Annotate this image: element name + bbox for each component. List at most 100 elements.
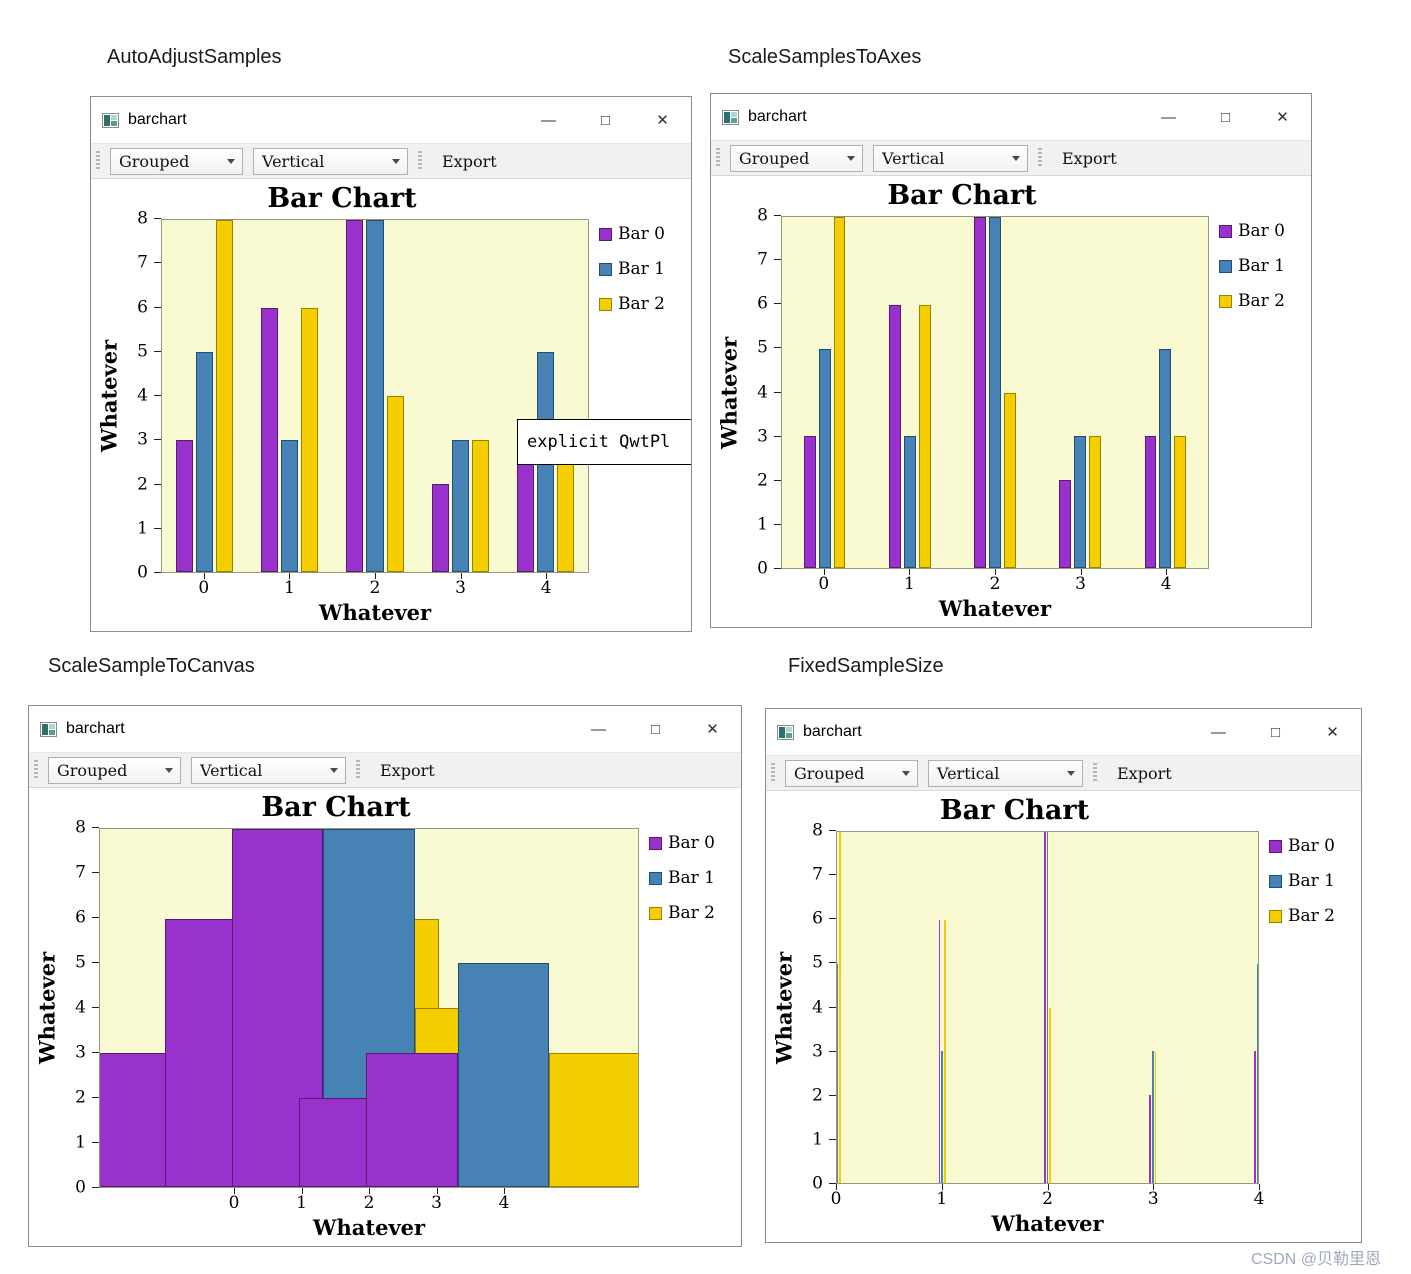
legend-item[interactable]: Bar 0 [649,833,735,853]
maximize-button[interactable]: □ [600,111,611,129]
plot-canvas[interactable] [161,219,589,573]
bar [974,217,987,568]
toolbar-handle[interactable] [34,760,38,780]
y-tick-mark [154,350,161,352]
legend-item[interactable]: Bar 2 [1269,906,1355,926]
orientation-value: Vertical [262,151,325,171]
legend-item[interactable]: Bar 1 [1269,871,1355,891]
csdn-watermark: CSDN @贝勒里恩 [1250,1251,1381,1268]
bar [1003,392,1016,568]
x-tick-mark [234,1188,235,1194]
y-tick-label: 3 [137,429,148,450]
close-button[interactable]: ✕ [656,112,669,129]
legend-item[interactable]: Bar 2 [649,903,735,923]
orientation-select[interactable]: Vertical [253,147,408,175]
y-tick-label: 4 [75,997,86,1018]
x-tick-label: 0 [228,1193,240,1213]
legend-item[interactable]: Bar 2 [599,294,685,314]
close-button[interactable]: ✕ [1276,109,1289,126]
bar [176,440,194,572]
y-axis-label: Whatever [34,951,60,1065]
toolbar-handle[interactable] [716,148,720,168]
layout-mode-select[interactable]: Grouped [110,147,243,175]
export-button[interactable]: Export [442,151,497,171]
y-axis-ticks: 0 1 2 3 4 5 6 7 8 [798,822,836,1192]
plot-canvas[interactable] [99,828,639,1188]
x-tick-mark [301,1188,303,1194]
minimize-button[interactable]: — [591,720,606,738]
toolbar-handle[interactable] [96,151,100,171]
legend-item[interactable]: Bar 0 [1269,836,1355,856]
close-button[interactable]: ✕ [706,721,719,738]
layout-mode-value: Grouped [739,148,810,168]
bar [1144,436,1157,568]
layout-mode-value: Grouped [57,760,128,780]
legend-item[interactable]: Bar 0 [599,224,685,244]
layout-mode-select[interactable]: Grouped [730,144,863,172]
toolbar-handle[interactable] [1038,148,1042,168]
y-tick-mark [774,391,781,393]
maximize-button[interactable]: □ [1220,108,1231,126]
y-tick-label: 1 [812,1129,823,1150]
export-button[interactable]: Export [380,760,435,780]
y-tick-label: 3 [812,1041,823,1062]
toolbar-handle[interactable] [356,760,360,780]
y-tick-label: 2 [137,474,148,494]
legend-item[interactable]: Bar 1 [1219,256,1305,276]
x-tick-label: 4 [498,1193,510,1213]
tooltip: explicit QwtPl [517,419,691,465]
legend-label: Bar 1 [1288,871,1335,891]
legend-item[interactable]: Bar 1 [649,868,735,888]
orientation-select[interactable]: Vertical [873,144,1028,172]
title-bar[interactable]: barchart — □ ✕ [29,706,741,752]
x-tick-mark [995,569,996,575]
export-button[interactable]: Export [1062,148,1117,168]
minimize-button[interactable]: — [541,111,556,129]
close-button[interactable]: ✕ [1326,724,1339,741]
y-tick-mark [154,527,161,529]
legend-swatch-icon [1269,909,1282,923]
bar [941,1051,944,1183]
plot-canvas[interactable] [781,216,1209,569]
y-tick-mark [829,918,836,920]
minimize-button[interactable]: — [1211,723,1226,741]
orientation-value: Vertical [937,763,1000,783]
toolbar-handle[interactable] [771,763,775,783]
x-tick-label: 3 [1147,1189,1159,1209]
maximize-button[interactable]: □ [1270,723,1281,741]
y-tick-mark [154,306,161,308]
legend-item[interactable]: Bar 0 [1219,221,1305,241]
title-bar[interactable]: barchart — □ ✕ [91,97,691,143]
title-bar[interactable]: barchart — □ ✕ [711,94,1311,140]
x-tick-mark [203,573,205,579]
legend: Bar 0 Bar 1 Bar 2 [1209,216,1305,326]
orientation-select[interactable]: Vertical [191,756,346,784]
legend-item[interactable]: Bar 2 [1219,291,1305,311]
maximize-button[interactable]: □ [650,720,661,738]
y-tick-mark [154,218,161,219]
title-bar[interactable]: barchart — □ ✕ [766,709,1361,755]
chart-title: Bar Chart [267,183,417,214]
toolbar-handle[interactable] [1093,763,1097,783]
orientation-select[interactable]: Vertical [928,759,1083,787]
legend: Bar 0 Bar 1 Bar 2 [1259,831,1355,941]
y-tick-label: 5 [137,341,148,362]
y-tick-mark [92,962,99,963]
window-autoadjustsamples: barchart — □ ✕ Grouped Vertical Export B… [90,96,692,632]
legend-label: Bar 0 [1288,836,1335,856]
export-button[interactable]: Export [1117,763,1172,783]
x-tick-mark [836,1184,837,1190]
minimize-button[interactable]: — [1161,108,1176,126]
bar [261,308,279,572]
layout-mode-select[interactable]: Grouped [785,759,918,787]
layout-mode-select[interactable]: Grouped [48,756,181,784]
y-tick-label: 4 [812,997,823,1017]
x-tick-mark [1153,1184,1155,1190]
y-tick-label: 0 [757,558,768,579]
legend-item[interactable]: Bar 1 [599,259,685,279]
plot-canvas[interactable] [836,831,1259,1184]
toolbar-handle[interactable] [418,151,422,171]
bar [1049,1007,1052,1183]
section-label-scalesamplestoaxes: ScaleSamplesToAxes [728,46,922,68]
